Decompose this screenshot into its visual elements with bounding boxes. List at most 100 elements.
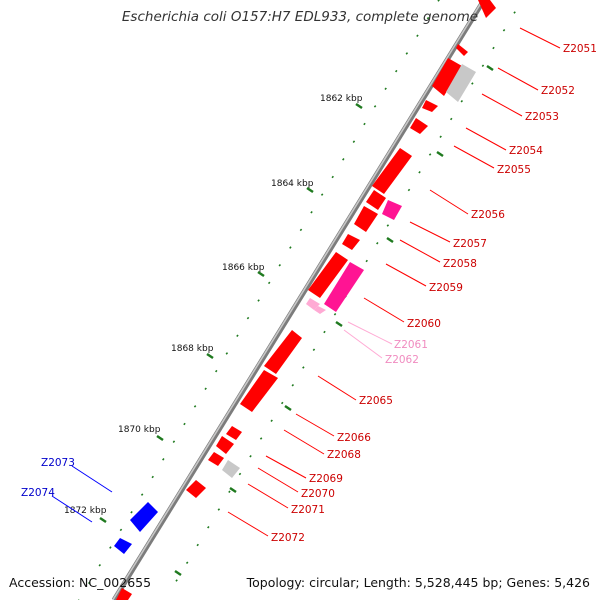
gene-arrow-z2057-small[interactable] bbox=[366, 190, 386, 210]
guide-dot bbox=[280, 401, 284, 405]
gene-arrow-z2060[interactable] bbox=[324, 262, 364, 312]
guide-dot bbox=[373, 105, 377, 108]
gene-label[interactable]: Z2060 bbox=[407, 318, 441, 330]
gene-label[interactable]: Z2070 bbox=[301, 488, 335, 500]
gene-arrow-z2062[interactable] bbox=[314, 306, 326, 314]
guide-dot bbox=[437, 0, 440, 2]
kbp-tick-1866 bbox=[257, 270, 265, 278]
kbp-tick-outer-6 bbox=[229, 486, 237, 494]
guide-dot bbox=[204, 387, 207, 391]
leader-z2072 bbox=[227, 511, 269, 537]
guide-dot bbox=[310, 210, 313, 214]
kbp-tick-outer-3 bbox=[386, 236, 394, 244]
gene-label[interactable]: Z2071 bbox=[291, 504, 325, 516]
gene-arrow-z2058[interactable] bbox=[382, 200, 402, 220]
gene-label[interactable]: Z2054 bbox=[509, 145, 543, 157]
guide-dot bbox=[109, 546, 112, 549]
gene-arrow-z2051[interactable] bbox=[478, 0, 496, 18]
kbp-tick-1862 bbox=[355, 102, 363, 110]
leader-z2060 bbox=[363, 297, 405, 323]
gene-label[interactable]: Z2073 bbox=[41, 457, 75, 469]
gene-arrow-z2061[interactable] bbox=[306, 298, 320, 310]
guide-dot bbox=[407, 188, 411, 192]
gene-leader-lines bbox=[51, 27, 561, 537]
guide-dot bbox=[333, 312, 337, 316]
guide-dot bbox=[246, 316, 250, 320]
gene-arrow-z2056[interactable] bbox=[372, 148, 412, 194]
gene-arrow-z2052-small[interactable] bbox=[456, 44, 468, 56]
gene-arrow-z2055[interactable] bbox=[410, 118, 428, 134]
guide-dot bbox=[342, 158, 345, 161]
gene-label[interactable]: Z2066 bbox=[337, 432, 371, 444]
gene-arrow-z2073[interactable] bbox=[130, 502, 158, 532]
gene-arrow-z2066[interactable] bbox=[226, 426, 242, 440]
gene-features bbox=[114, 0, 496, 600]
gene-label[interactable]: Z2052 bbox=[541, 85, 575, 97]
kbp-tick-1872 bbox=[99, 516, 107, 524]
gene-label[interactable]: Z2053 bbox=[525, 111, 559, 123]
gene-arrow-z2068[interactable] bbox=[216, 436, 234, 454]
guide-dot bbox=[259, 437, 263, 440]
guide-dot bbox=[217, 508, 221, 511]
guide-dot bbox=[151, 475, 154, 479]
guide-dot bbox=[365, 259, 368, 263]
guide-dot bbox=[418, 170, 421, 174]
leader-z2065 bbox=[317, 375, 357, 401]
gene-arrow-z2059[interactable] bbox=[308, 252, 348, 298]
gene-label[interactable]: Z2051 bbox=[563, 43, 597, 55]
topology-text: Topology: circular; Length: 5,528,445 bp… bbox=[246, 575, 590, 590]
guide-dot bbox=[439, 135, 442, 139]
guide-dot bbox=[119, 528, 123, 532]
guide-dot bbox=[449, 117, 453, 121]
guide-dot bbox=[320, 193, 324, 196]
gene-label[interactable]: Z2072 bbox=[271, 532, 305, 544]
kbp-label: 1872 kbp bbox=[64, 506, 107, 516]
page-title: Escherichia coli O157:H7 EDL933, complet… bbox=[121, 9, 479, 25]
gene-label[interactable]: Z2057 bbox=[453, 238, 487, 250]
guide-dot bbox=[193, 405, 197, 408]
kbp-guide-dots bbox=[78, 0, 516, 600]
gene-label[interactable]: Z2068 bbox=[327, 449, 361, 461]
gene-arrow-z2059-small[interactable] bbox=[342, 234, 360, 250]
gene-arrow-z2053[interactable] bbox=[446, 64, 476, 102]
gene-arrow-z2071[interactable] bbox=[186, 480, 206, 498]
guide-dot bbox=[236, 334, 239, 338]
gene-arrow-z2052[interactable] bbox=[432, 58, 462, 96]
guide-dot bbox=[395, 69, 398, 73]
guide-dot bbox=[384, 87, 387, 91]
kbp-tick-1870 bbox=[156, 434, 164, 442]
gene-label[interactable]: Z2061 bbox=[394, 339, 428, 351]
leader-z2074 bbox=[51, 495, 93, 523]
leader-z2053 bbox=[481, 93, 523, 117]
genome-backbone bbox=[111, 0, 487, 600]
gene-label[interactable]: Z2065 bbox=[359, 395, 393, 407]
guide-dot bbox=[228, 490, 231, 494]
gene-label[interactable]: Z2055 bbox=[497, 164, 531, 176]
kbp-label: 1868 kbp bbox=[171, 344, 214, 354]
gene-arrow-z2057[interactable] bbox=[354, 206, 378, 232]
gene-arrow-z2065[interactable] bbox=[240, 370, 278, 412]
gene-arrow-bottom[interactable] bbox=[116, 588, 132, 600]
leader-z2068 bbox=[283, 429, 325, 455]
gene-label[interactable]: Z2058 bbox=[443, 258, 477, 270]
guide-dot bbox=[185, 561, 189, 565]
leader-z2054 bbox=[465, 127, 507, 151]
gene-label[interactable]: Z2059 bbox=[429, 282, 463, 294]
guide-dot bbox=[257, 299, 260, 302]
gene-arrow-z2070[interactable] bbox=[222, 460, 240, 478]
guide-dot bbox=[502, 28, 506, 32]
guide-dot bbox=[312, 348, 316, 352]
gene-label[interactable]: Z2074 bbox=[21, 487, 55, 499]
kbp-tick-outer-1 bbox=[486, 64, 494, 72]
gene-label[interactable]: Z2062 bbox=[385, 354, 419, 366]
gene-label[interactable]: Z2056 bbox=[471, 209, 505, 221]
guide-dot bbox=[376, 241, 379, 245]
leader-z2055 bbox=[453, 145, 495, 169]
gene-label[interactable]: Z2069 bbox=[309, 473, 343, 485]
gene-arrow-z2054[interactable] bbox=[422, 100, 438, 112]
gene-arrow-z2069[interactable] bbox=[208, 452, 224, 466]
gene-arrow-z2065-upper[interactable] bbox=[264, 330, 302, 374]
guide-dot bbox=[175, 579, 178, 582]
gene-arrow-z2074[interactable] bbox=[114, 538, 132, 554]
